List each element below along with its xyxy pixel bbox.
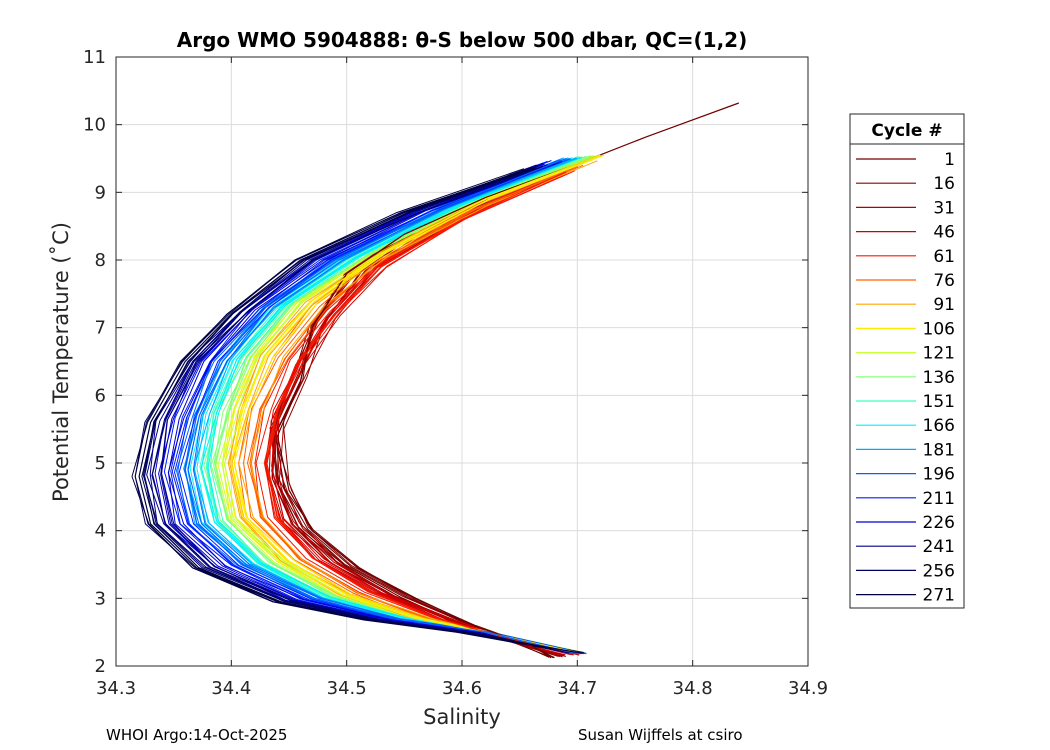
profile-line — [250, 160, 598, 654]
chart-title: Argo WMO 5904888: θ-S below 500 dbar, QC… — [177, 28, 747, 52]
y-tick-label: 5 — [95, 453, 106, 474]
y-tick-label: 8 — [95, 250, 106, 271]
legend-label: 136 — [923, 368, 955, 388]
legend-label: 166 — [923, 416, 955, 436]
y-tick-label: 9 — [95, 182, 106, 203]
profile-line-cycle-196 — [184, 157, 578, 655]
y-tick-label: 4 — [95, 521, 106, 542]
profile-line-cycle-1 — [276, 102, 740, 659]
legend-entries: 1 16 31 46 61 76 91 106 121 136 151 166 181 196 211 226… — [856, 150, 955, 606]
legend-label: 46 — [933, 223, 955, 243]
legend-label: 151 — [923, 392, 955, 412]
plot-area: 34.3 34.4 34.5 34.6 34.7 34.8 34.9 2 3 4 5 6 7 8 9 10 11 — [83, 47, 828, 699]
legend-label: 121 — [923, 344, 955, 364]
tick-labels: 34.3 34.4 34.5 34.6 34.7 34.8 34.9 2 3 4 5 6 7 8 9 10 11 — [83, 47, 828, 699]
x-tick-label: 34.5 — [327, 678, 367, 699]
legend-label: 106 — [923, 319, 955, 339]
x-tick-label: 34.4 — [211, 678, 251, 699]
x-tick-label: 34.7 — [557, 678, 597, 699]
profile-line — [238, 159, 593, 654]
legend: Cycle # 11631466176911061211361511661811… — [849, 113, 965, 609]
profile-traces — [131, 102, 740, 659]
profile-line-cycle-61 — [265, 171, 578, 655]
profile-line-cycle-106 — [230, 154, 601, 654]
y-tick-label: 3 — [95, 588, 106, 609]
legend-label: 31 — [933, 198, 955, 218]
legend-label: 196 — [923, 465, 955, 485]
legend-title: Cycle # — [871, 121, 942, 141]
legend-label: 256 — [923, 561, 955, 581]
x-tick-label: 34.6 — [442, 678, 482, 699]
legend-label: 16 — [933, 174, 955, 194]
x-tick-label: 34.8 — [673, 678, 713, 699]
profile-line — [187, 158, 583, 655]
legend-label: 271 — [923, 586, 955, 606]
y-tick-label: 10 — [83, 115, 106, 136]
y-tick-label: 11 — [83, 47, 106, 68]
y-tick-label: 6 — [95, 385, 106, 406]
x-tick-label: 34.9 — [788, 678, 828, 699]
legend-label: 76 — [933, 271, 955, 291]
footer-right-note: Susan Wijffels at csiro — [578, 726, 743, 744]
x-axis-label: Salinity — [423, 705, 501, 729]
legend-box — [849, 113, 965, 609]
footer-left-note: WHOI Argo:14-Oct-2025 — [106, 726, 288, 744]
legend-label: 211 — [923, 489, 955, 509]
profile-line — [201, 157, 588, 654]
profile-line — [168, 162, 581, 654]
legend-label: 1 — [944, 150, 955, 170]
legend-label: 226 — [923, 513, 955, 533]
x-tick-label: 34.3 — [96, 678, 136, 699]
y-axis-label: Potential Temperature (˚C) — [49, 222, 73, 502]
profile-line — [163, 160, 570, 654]
legend-label: 181 — [923, 440, 955, 460]
legend-label: 91 — [933, 295, 955, 315]
profile-line — [255, 168, 580, 654]
y-tick-label: 7 — [95, 318, 106, 339]
y-tick-label: 2 — [95, 656, 106, 677]
profile-line — [277, 181, 565, 656]
legend-label: 61 — [933, 247, 955, 267]
profile-line-cycle-271 — [138, 168, 578, 654]
legend-label: 241 — [923, 537, 955, 557]
